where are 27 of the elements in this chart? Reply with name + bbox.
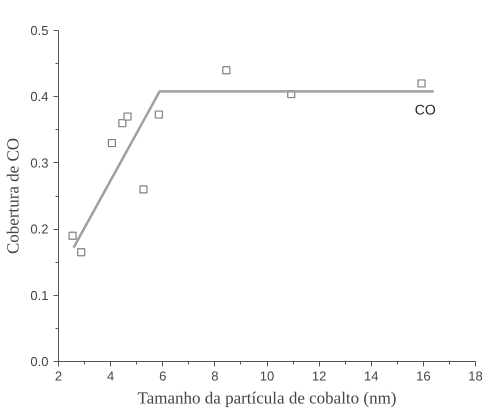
x-tick-label: 6 xyxy=(159,368,166,384)
point xyxy=(108,138,116,148)
point xyxy=(139,185,148,194)
x-tick-label: 16 xyxy=(416,368,431,384)
point xyxy=(222,66,230,74)
y-tick-label: 0.2 xyxy=(30,222,49,237)
y-tick-label: 0.5 xyxy=(30,23,49,38)
y-tick-label: 0.0 xyxy=(30,354,49,369)
x-tick-label: 2 xyxy=(54,368,62,384)
x-axis-title: Tamanho da partícula de cobalto (nm) xyxy=(138,388,396,408)
series-label: CO xyxy=(414,101,436,118)
x-tick-label: 14 xyxy=(364,368,378,384)
point xyxy=(118,119,126,128)
x-tick-label: 10 xyxy=(260,368,274,384)
point xyxy=(68,232,77,240)
point xyxy=(123,112,132,121)
y-tick-label: 0.4 xyxy=(30,89,49,104)
y-tick-label: 0.3 xyxy=(30,155,49,170)
point xyxy=(154,110,163,119)
x-tick-label: 12 xyxy=(312,368,326,384)
point xyxy=(77,248,86,256)
point xyxy=(417,79,426,88)
x-tick-label: 18 xyxy=(468,368,483,384)
x-tick-label: 4 xyxy=(107,368,114,384)
x-tick-label: 8 xyxy=(211,368,218,384)
y-axis-title: Cobertura de CO xyxy=(3,138,22,254)
y-tick-label: 0.1 xyxy=(30,288,49,303)
